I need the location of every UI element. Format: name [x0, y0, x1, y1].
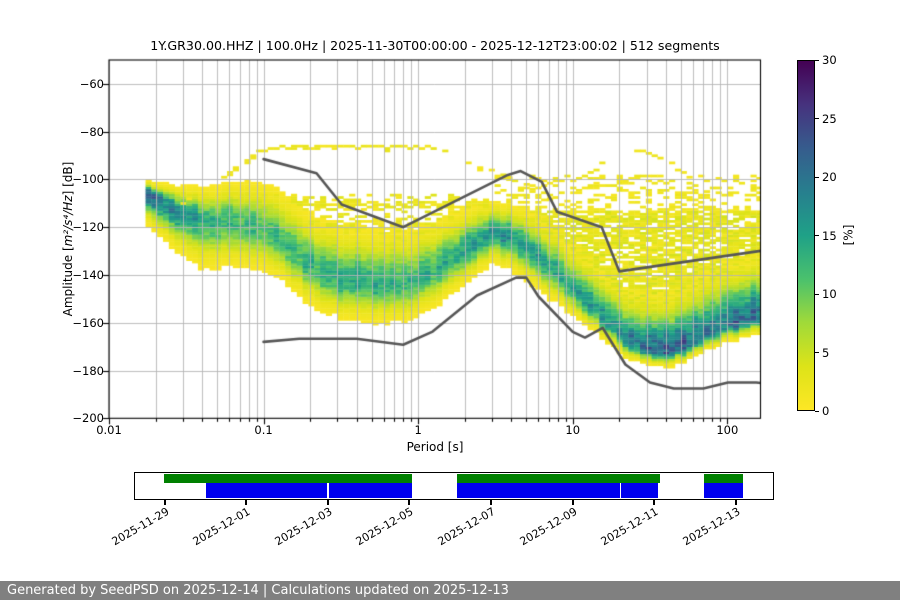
timeline-data-segment-blue — [205, 482, 328, 498]
timeline-tick-mark — [327, 500, 329, 505]
footer-text: Generated by SeedPSD on 2025-12-14 | Cal… — [7, 583, 509, 598]
colorbar-unit-label: [%] — [841, 224, 856, 246]
timeline-tick-mark — [653, 500, 655, 505]
x-tick-label: 0.1 — [254, 423, 273, 437]
plot-title: 1Y.GR30.00.HHZ | 100.0Hz | 2025-11-30T00… — [150, 38, 720, 53]
y-axis-label: Amplitude [m²/s⁴/Hz] [dB] — [61, 109, 75, 369]
colorbar-tick-label: 0 — [822, 404, 830, 418]
y-tick-label: −80 — [79, 124, 104, 139]
timeline-tick-mark — [572, 500, 574, 505]
colorbar-tick-label: 10 — [822, 287, 837, 301]
colorbar-tick-mark — [815, 293, 819, 295]
x-tick-label: 10 — [565, 423, 581, 437]
y-tick-label: −160 — [72, 315, 104, 330]
timeline-data-segment-blue — [704, 482, 744, 498]
timeline-data-segment-green — [704, 474, 744, 483]
colorbar-tick-mark — [815, 410, 819, 412]
y-tick-label: −60 — [79, 76, 104, 91]
colorbar-tick-label: 15 — [822, 228, 837, 243]
y-tick-label: −100 — [72, 172, 104, 187]
colorbar-tick-mark — [815, 118, 819, 119]
timeline-data-segment-blue — [621, 482, 659, 498]
timeline-data-segment-blue — [456, 482, 620, 498]
timeline-tick-mark — [245, 500, 247, 505]
colorbar-tick-mark — [815, 235, 819, 236]
colorbar-tick-label: 25 — [822, 111, 837, 126]
timeline-tick-mark — [164, 500, 166, 505]
y-tick-label: −140 — [72, 267, 104, 282]
y-tick-label: −200 — [72, 411, 104, 426]
colorbar-tick-mark — [815, 352, 819, 353]
x-tick-label: 100 — [716, 423, 739, 437]
footer-bar: Generated by SeedPSD on 2025-12-14 | Cal… — [0, 581, 900, 600]
y-tick-label: −180 — [72, 363, 104, 378]
timeline-data-segment-blue — [328, 482, 413, 498]
colorbar-tick-label: 30 — [822, 53, 837, 67]
y-tick-label: −120 — [72, 220, 104, 235]
x-tick-label: 0.01 — [96, 423, 122, 437]
colorbar-tick-label: 5 — [822, 345, 830, 360]
timeline-data-segment-green — [456, 474, 661, 483]
x-tick-label: 1 — [414, 423, 422, 437]
timeline-tick-mark — [735, 500, 737, 505]
timeline-tick-mark — [408, 500, 410, 505]
colorbar-tick-label: 20 — [822, 170, 837, 184]
x-axis-label: Period [s] — [406, 440, 464, 454]
coverage-timeline — [134, 472, 774, 500]
timeline-tick-mark — [490, 500, 492, 505]
timeline-data-segment-green — [163, 474, 413, 483]
colorbar-tick-mark — [815, 176, 819, 178]
colorbar-tick-mark — [815, 59, 819, 61]
colorbar-gradient — [797, 60, 815, 411]
